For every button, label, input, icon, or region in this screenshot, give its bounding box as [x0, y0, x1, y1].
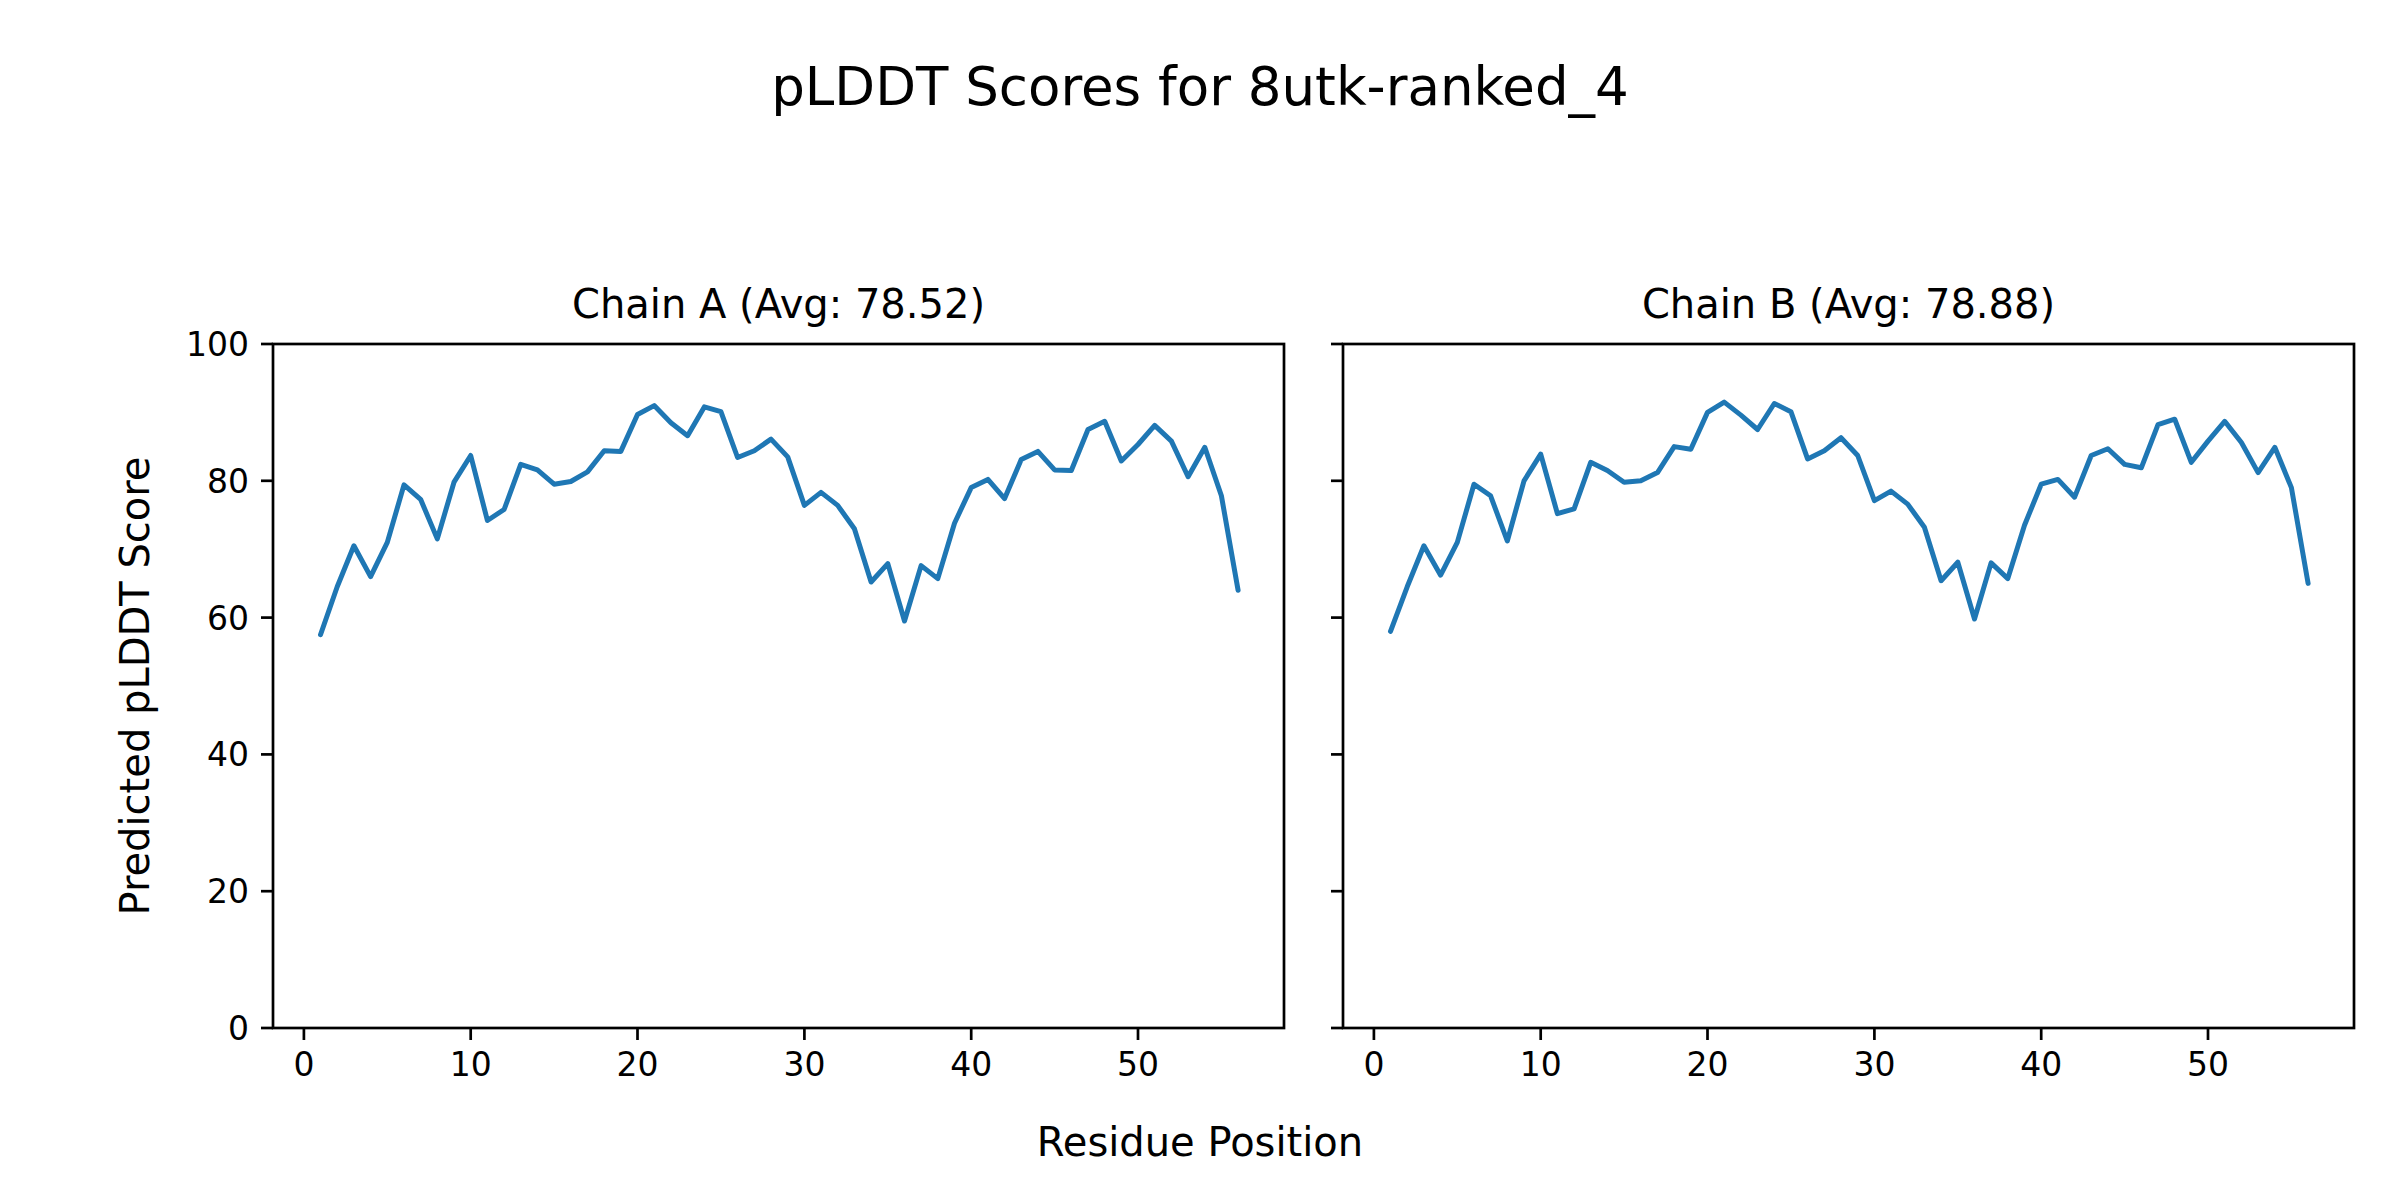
subplot-b: 0 10 20 30 40 50: [1331, 344, 2354, 1084]
x-tick-label: 0: [1363, 1045, 1384, 1084]
x-tick-label: 20: [1687, 1045, 1729, 1084]
x-tick-label: 30: [783, 1045, 825, 1084]
x-tick-label: 50: [2187, 1045, 2229, 1084]
y-tick-label: 0: [228, 1009, 249, 1048]
figure: pLDDT Scores for 8utk-ranked_4 Chain A (…: [0, 0, 2400, 1200]
y-tick-label: 80: [207, 462, 249, 501]
y-tick-label: 40: [207, 735, 249, 774]
y-tick-label: 20: [207, 872, 249, 911]
x-tick-label: 50: [1117, 1045, 1159, 1084]
x-tick-label: 40: [950, 1045, 992, 1084]
plddt-line-chain-a: [321, 406, 1239, 635]
subplot-a: 0 10 20 30 40 50 0 20 40 60 80 100: [186, 325, 1284, 1084]
x-tick-label: 10: [1520, 1045, 1562, 1084]
x-tick-label: 0: [293, 1045, 314, 1084]
x-tick-label: 40: [2020, 1045, 2062, 1084]
y-tick-label: 60: [207, 599, 249, 638]
x-tick-label: 30: [1853, 1045, 1895, 1084]
x-tick-label: 10: [450, 1045, 492, 1084]
y-tick-label: 100: [186, 325, 249, 364]
plots-canvas: 0 10 20 30 40 50 0 20 40 60 80 100 0 10 20 30 40 50: [0, 0, 2400, 1200]
x-tick-label: 20: [617, 1045, 659, 1084]
plddt-line-chain-b: [1391, 402, 2309, 631]
